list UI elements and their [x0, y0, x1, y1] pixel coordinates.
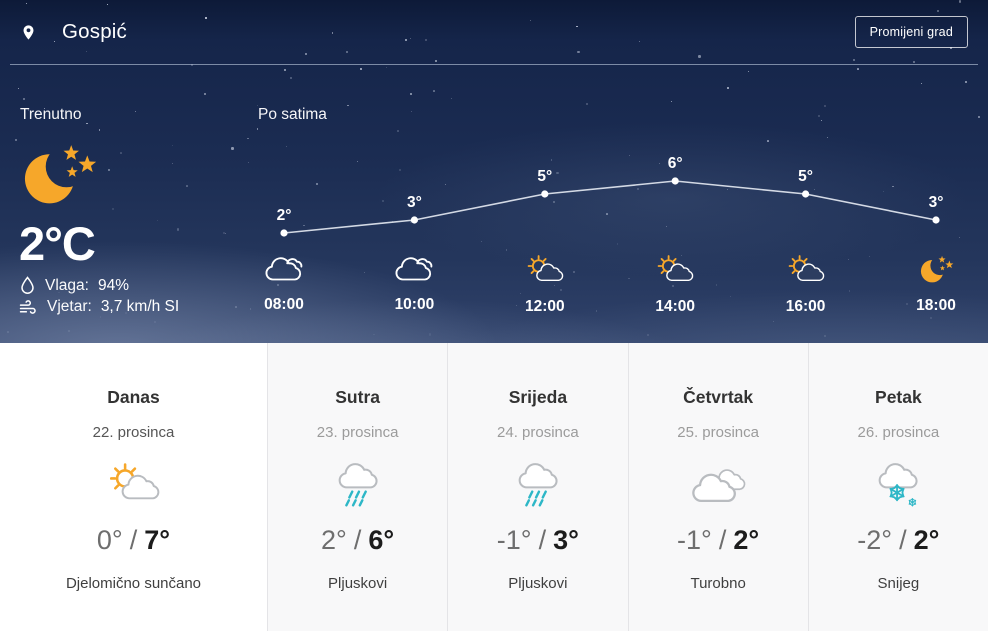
humidity-row: Vlaga: 94%	[19, 276, 179, 295]
day-card-danas[interactable]: Danas 22. prosinca 0°/7° Djelomično sunč…	[0, 343, 267, 631]
low-temp: -1°	[496, 525, 532, 555]
day-name: Petak	[875, 387, 922, 407]
day-name: Srijeda	[508, 387, 568, 407]
hourly-section-label: Po satima	[258, 106, 327, 123]
high-temp: 3°	[553, 525, 579, 555]
change-city-button[interactable]: Promijeni grad	[854, 16, 968, 48]
hour-cell: 12:00	[490, 254, 600, 316]
cloud-icon	[263, 254, 305, 284]
temp-separator: /	[718, 525, 727, 555]
sun-behind-cloud-icon	[104, 460, 164, 508]
moon-stars-icon	[20, 141, 96, 209]
clouds-icon	[688, 464, 748, 504]
hour-cell: 18:00	[881, 254, 988, 315]
day-card-srijeda[interactable]: Srijeda 24. prosinca -1°/3° Pljuskovi	[447, 343, 628, 631]
hour-time: 08:00	[264, 296, 304, 313]
rain-cloud-icon	[329, 460, 387, 508]
day-temps: 2°/6°	[268, 525, 447, 556]
day-card-cetvrtak[interactable]: Četvrtak 25. prosinca -1°/2° Turobno	[627, 343, 808, 631]
temp-separator: /	[899, 525, 907, 555]
hour-time: 12:00	[524, 298, 565, 315]
day-condition: Turobno	[690, 575, 746, 592]
sun-behind-cloud-icon	[784, 254, 828, 286]
hour-cell: 08:00	[229, 254, 339, 314]
day-temps: 0°/7°	[0, 525, 267, 556]
low-temp: 2°	[321, 525, 347, 555]
day-card-sutra[interactable]: Sutra 23. prosinca 2°/6° Pljuskovi	[267, 343, 448, 631]
high-temp: 6°	[368, 525, 395, 555]
temp-separator: /	[538, 525, 547, 555]
day-temps: -2°/2°	[809, 525, 988, 556]
day-date: 26. prosinca	[857, 424, 940, 441]
low-temp: -1°	[677, 525, 712, 555]
wind-row: Vjetar: 3,7 km/h SI	[19, 298, 179, 316]
day-temps: -1°/2°	[629, 525, 808, 556]
cloud-icon	[393, 254, 435, 284]
svg-text:6°: 6°	[668, 155, 683, 172]
snow-cloud-icon	[869, 460, 927, 508]
sun-behind-cloud-icon	[653, 254, 697, 286]
current-details: Vlaga: 94% Vjetar: 3,7 km/h SI	[19, 276, 179, 316]
hourly-temperature-chart: 2° 3° 5° 6° 5° 3°	[277, 155, 944, 237]
droplet-icon	[19, 276, 36, 295]
svg-text:2°: 2°	[277, 207, 292, 224]
low-temp: -2°	[857, 525, 893, 555]
day-temps: -1°/3°	[448, 525, 627, 556]
city-title: Gospić	[62, 20, 128, 43]
high-temp: 7°	[144, 525, 171, 555]
day-date: 23. prosinca	[316, 424, 399, 441]
hour-time: 10:00	[394, 296, 435, 313]
high-temp: 2°	[913, 525, 940, 555]
svg-text:5°: 5°	[798, 168, 813, 185]
hour-cell: 14:00	[620, 254, 730, 316]
day-condition: Pljuskovi	[508, 575, 568, 592]
current-section-label: Trenutno	[20, 106, 82, 123]
hour-cell: 16:00	[751, 254, 861, 316]
day-condition: Snijeg	[877, 575, 920, 592]
temp-separator: /	[353, 525, 362, 555]
daily-forecast: Danas 22. prosinca 0°/7° Djelomično sunč…	[0, 343, 988, 631]
day-name: Sutra	[335, 387, 380, 407]
day-card-petak[interactable]: Petak 26. prosinca -2°/2° Snijeg	[807, 343, 988, 631]
day-date: 24. prosinca	[497, 424, 579, 441]
svg-text:3°: 3°	[407, 194, 422, 211]
wind-label: Vjetar:	[47, 298, 92, 315]
hourly-forecast: 2° 3° 5° 6° 5° 3° 08:00 10:00 12:00 14:00 16:…	[258, 136, 966, 336]
sun-behind-cloud-icon	[523, 254, 567, 286]
moon-stars-icon	[918, 254, 954, 285]
current-temperature: 2°C	[19, 217, 96, 270]
day-date: 22. prosinca	[92, 424, 175, 441]
svg-text:3°: 3°	[929, 194, 944, 211]
humidity-value: 94%	[97, 276, 129, 294]
day-condition: Pljuskovi	[328, 575, 388, 592]
svg-text:5°: 5°	[537, 168, 552, 185]
location-pin-icon	[20, 22, 37, 43]
night-sky-hero: Gospić Promijeni grad Trenutno 2°C Vlaga…	[0, 0, 988, 343]
day-name: Četvrtak	[683, 387, 754, 407]
hour-time: 16:00	[785, 298, 826, 315]
humidity-label: Vlaga:	[45, 276, 89, 294]
app-header: Gospić Promijeni grad	[10, 0, 978, 65]
high-temp: 2°	[733, 525, 760, 555]
day-date: 25. prosinca	[677, 424, 759, 441]
low-temp: 0°	[96, 525, 123, 555]
temp-separator: /	[129, 525, 138, 555]
wind-icon	[19, 300, 38, 315]
hour-time: 18:00	[916, 297, 956, 314]
hour-time: 14:00	[655, 298, 696, 315]
rain-cloud-icon	[509, 460, 567, 508]
wind-value: 3,7 km/h SI	[100, 298, 180, 315]
day-name: Danas	[107, 387, 160, 407]
hour-cell: 10:00	[359, 254, 469, 314]
day-condition: Djelomično sunčano	[65, 575, 202, 592]
